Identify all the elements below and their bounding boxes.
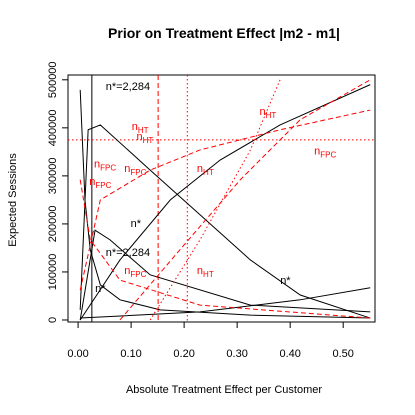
annotation: nFPC (124, 163, 146, 177)
x-tick-label: 0.20 (173, 348, 194, 360)
annotation-subscript: FPC (100, 164, 116, 173)
series-line (119, 79, 371, 321)
annotation: n*=2,284 (106, 81, 150, 93)
series-line (79, 229, 371, 321)
annotation: n*=2,284 (106, 247, 150, 259)
series-line (79, 124, 371, 319)
annotation: nFPC (89, 176, 111, 190)
annotation-subscript: HT (266, 111, 277, 120)
annotation-subscript: FPC (320, 151, 336, 160)
y-tick-label: 400000 (47, 109, 59, 146)
x-axis-label: Absolute Treatment Effect per Customer (126, 384, 322, 396)
annotation-text: n (94, 159, 100, 171)
annotation-text: n (89, 176, 95, 188)
annotation-subscript: HT (203, 270, 214, 279)
x-tick-label: 0.50 (332, 348, 353, 360)
y-tick-label: 300000 (47, 158, 59, 195)
annotation: nHT (197, 163, 214, 177)
annotation: nHT (197, 265, 214, 279)
annotation-text: n* (131, 218, 142, 230)
annotation-subscript: HT (138, 126, 149, 135)
annotation: nFPC (314, 146, 336, 160)
annotation-subscript: FPC (130, 270, 146, 279)
series-line (79, 179, 371, 319)
annotation-text: n* (95, 283, 106, 295)
annotation: nHT (259, 106, 276, 120)
annotation: nHT (132, 121, 149, 135)
series-line (79, 89, 371, 319)
y-tick-label: 100000 (47, 254, 59, 291)
annotation: nFPC (124, 265, 146, 279)
annotation-text: n (136, 131, 142, 143)
annotation-text: n (314, 146, 320, 158)
annotation-text: n* (280, 275, 291, 287)
annotation-text: n*=2,284 (106, 81, 150, 93)
series-line (80, 287, 371, 319)
annotation: n* (131, 218, 142, 230)
annotation-subscript: HT (203, 168, 214, 177)
x-tick-label: 0.40 (279, 348, 300, 360)
annotation: nHT (136, 131, 153, 145)
annotation-text: n (259, 106, 265, 118)
annotation-subscript: FPC (95, 181, 111, 190)
annotation-text: n*=2,284 (106, 247, 150, 259)
plot-frame (67, 74, 376, 323)
annotation-text: n (197, 163, 203, 175)
x-tick-label: 0.30 (226, 348, 247, 360)
annotation-text: n (124, 265, 130, 277)
y-tick-label: 0 (47, 317, 59, 323)
chart-title: Prior on Treatment Effect |m2 - m1| (108, 25, 340, 41)
annotation-subscript: HT (143, 136, 154, 145)
y-axis-label: Expected Sessions (7, 153, 19, 247)
y-tick-label: 200000 (47, 206, 59, 243)
x-tick-label: 0.10 (120, 348, 141, 360)
annotation: nFPC (94, 159, 116, 173)
annotation-subscript: FPC (130, 168, 146, 177)
annotation: n* (280, 275, 291, 287)
annotation-text: n (197, 265, 203, 277)
series-line (79, 109, 371, 291)
x-tick-label: 0.00 (67, 348, 88, 360)
annotation-text: n (132, 121, 138, 133)
annotation-text: n (124, 163, 130, 175)
y-tick-label: 500000 (47, 61, 59, 98)
series-line (79, 84, 371, 321)
annotation: n* (95, 283, 106, 295)
